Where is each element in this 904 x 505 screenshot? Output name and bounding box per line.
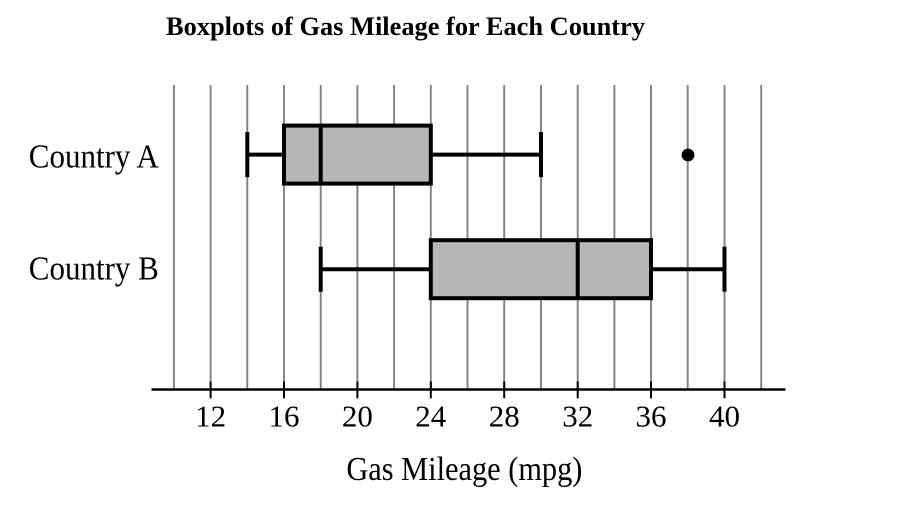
svg-text:20: 20 bbox=[342, 399, 373, 434]
svg-text:24: 24 bbox=[415, 399, 447, 434]
svg-text:Country A: Country A bbox=[29, 138, 159, 175]
svg-text:28: 28 bbox=[489, 399, 520, 434]
svg-text:Boxplots of Gas Mileage for Ea: Boxplots of Gas Mileage for Each Country bbox=[166, 12, 645, 41]
svg-text:Gas Mileage (mpg): Gas Mileage (mpg) bbox=[346, 451, 582, 488]
svg-text:Country B: Country B bbox=[29, 251, 159, 288]
svg-text:36: 36 bbox=[636, 399, 667, 434]
svg-text:32: 32 bbox=[562, 399, 593, 434]
svg-text:40: 40 bbox=[709, 399, 740, 434]
svg-text:16: 16 bbox=[269, 399, 300, 434]
svg-text:12: 12 bbox=[195, 399, 226, 434]
